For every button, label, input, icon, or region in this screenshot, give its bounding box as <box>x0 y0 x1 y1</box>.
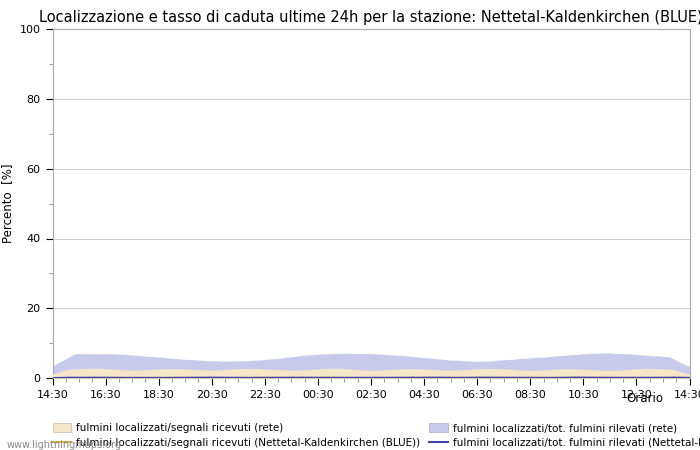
Legend: fulmini localizzati/segnali ricevuti (rete), fulmini localizzati/segnali ricevut: fulmini localizzati/segnali ricevuti (re… <box>52 423 700 447</box>
Text: www.lightningmaps.org: www.lightningmaps.org <box>7 440 122 450</box>
Title: Localizzazione e tasso di caduta ultime 24h per la stazione: Nettetal-Kaldenkirc: Localizzazione e tasso di caduta ultime … <box>39 10 700 25</box>
Text: Orario: Orario <box>626 392 664 405</box>
Y-axis label: Percento  [%]: Percento [%] <box>1 164 14 243</box>
